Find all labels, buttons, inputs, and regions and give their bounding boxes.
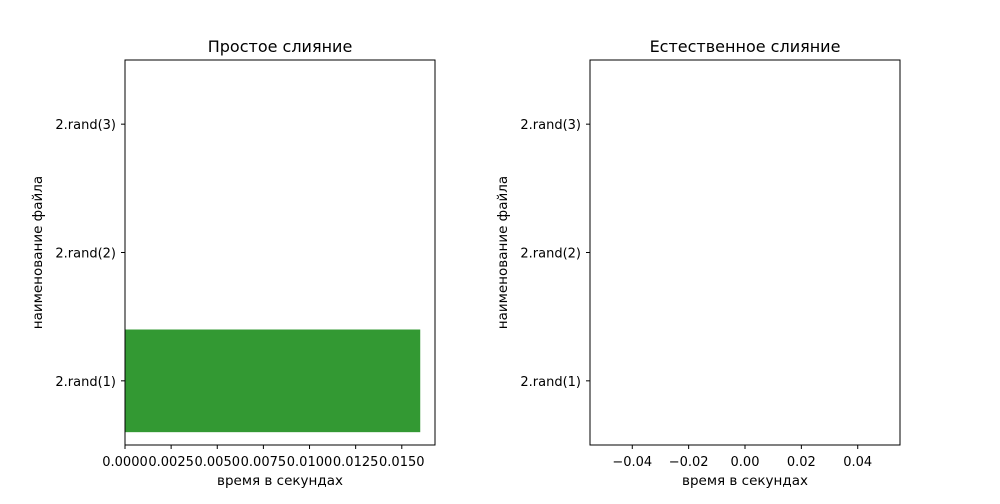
x-tick-label: 0.04 bbox=[843, 455, 872, 470]
x-tick-label: 0.02 bbox=[787, 455, 816, 470]
x-tick-label: 0.0150 bbox=[379, 455, 425, 470]
y-tick-label: 2.rand(1) bbox=[520, 375, 581, 390]
y-tick-label: 2.rand(2) bbox=[520, 247, 581, 262]
y-tick-label: 2.rand(3) bbox=[55, 118, 116, 133]
chart-title: Естественное слияние bbox=[650, 37, 841, 56]
chart-natural-merge: Естественное слияние 2.rand(1)2.rand(2)2… bbox=[495, 37, 901, 489]
y-tick-label: 2.rand(2) bbox=[55, 247, 116, 262]
x-tick-label: 0.0025 bbox=[148, 455, 194, 470]
plot-marks bbox=[125, 329, 421, 433]
x-tick-label: 0.0125 bbox=[333, 455, 379, 470]
chart-simple-merge: Простое слияние 2.rand(1)2.rand(2)2.rand… bbox=[30, 37, 436, 489]
x-axis-label: время в секундах bbox=[682, 473, 808, 489]
x-tick-label: 0.0075 bbox=[241, 455, 287, 470]
y-tick-label: 2.rand(1) bbox=[55, 375, 116, 390]
bar bbox=[125, 329, 421, 433]
plot-frame bbox=[589, 59, 901, 446]
y-tick-label: 2.rand(3) bbox=[520, 118, 581, 133]
x-ticks: −0.04 −0.02 0.00 0.02 0.04 bbox=[612, 445, 872, 470]
y-ticks: 2.rand(1) 2.rand(2) 2.rand(3) bbox=[520, 118, 590, 390]
x-axis-label: время в секундах bbox=[217, 473, 343, 489]
chart-title: Простое слияние bbox=[208, 37, 353, 56]
y-ticks: 2.rand(1) 2.rand(2) 2.rand(3) bbox=[55, 118, 125, 390]
y-axis-label: наименование файла bbox=[30, 176, 46, 329]
x-tick-label: −0.02 bbox=[669, 455, 709, 470]
x-tick-label: 0.00 bbox=[731, 455, 760, 470]
x-tick-label: 0.0100 bbox=[287, 455, 333, 470]
x-tick-label: −0.04 bbox=[612, 455, 652, 470]
x-ticks: 0.0000 0.0025 0.0050 0.0075 0.0100 0.0125 0.01… bbox=[102, 445, 425, 470]
x-tick-label: 0.0000 bbox=[102, 455, 148, 470]
x-tick-label: 0.0050 bbox=[195, 455, 241, 470]
y-axis-label: наименование файла bbox=[495, 176, 511, 329]
